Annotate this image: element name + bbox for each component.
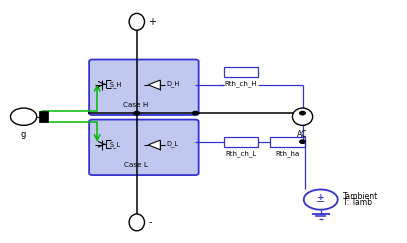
FancyBboxPatch shape (89, 120, 199, 175)
Text: Rth_ha: Rth_ha (275, 150, 300, 157)
Bar (270, 137, 304, 147)
Circle shape (300, 111, 305, 115)
Text: Tambient: Tambient (343, 192, 378, 201)
Text: Case H: Case H (123, 102, 148, 108)
Text: Rth_ch_L: Rth_ch_L (225, 150, 256, 157)
Text: D_H: D_H (166, 80, 179, 87)
Text: +: + (148, 17, 156, 27)
Text: D_L: D_L (166, 140, 178, 147)
Text: S_H: S_H (110, 81, 122, 88)
Polygon shape (148, 80, 160, 90)
Circle shape (134, 111, 140, 115)
Ellipse shape (129, 13, 144, 30)
Text: AC: AC (298, 130, 308, 139)
Bar (224, 137, 258, 147)
Text: Rth_ch_H: Rth_ch_H (225, 81, 257, 87)
Text: Case L: Case L (124, 162, 148, 168)
Circle shape (300, 140, 305, 143)
Text: +: + (317, 193, 324, 202)
Ellipse shape (292, 108, 313, 125)
Ellipse shape (11, 108, 37, 125)
Text: S_L: S_L (110, 141, 121, 148)
Ellipse shape (129, 214, 144, 231)
Bar (39, 111, 48, 122)
Circle shape (304, 190, 338, 210)
Text: -: - (148, 217, 152, 227)
Text: −: − (316, 198, 326, 208)
Text: g: g (21, 130, 26, 139)
Text: T: Tamb: T: Tamb (343, 199, 372, 208)
Polygon shape (148, 140, 160, 150)
Circle shape (193, 111, 198, 115)
Bar (224, 67, 258, 77)
FancyBboxPatch shape (89, 60, 199, 115)
